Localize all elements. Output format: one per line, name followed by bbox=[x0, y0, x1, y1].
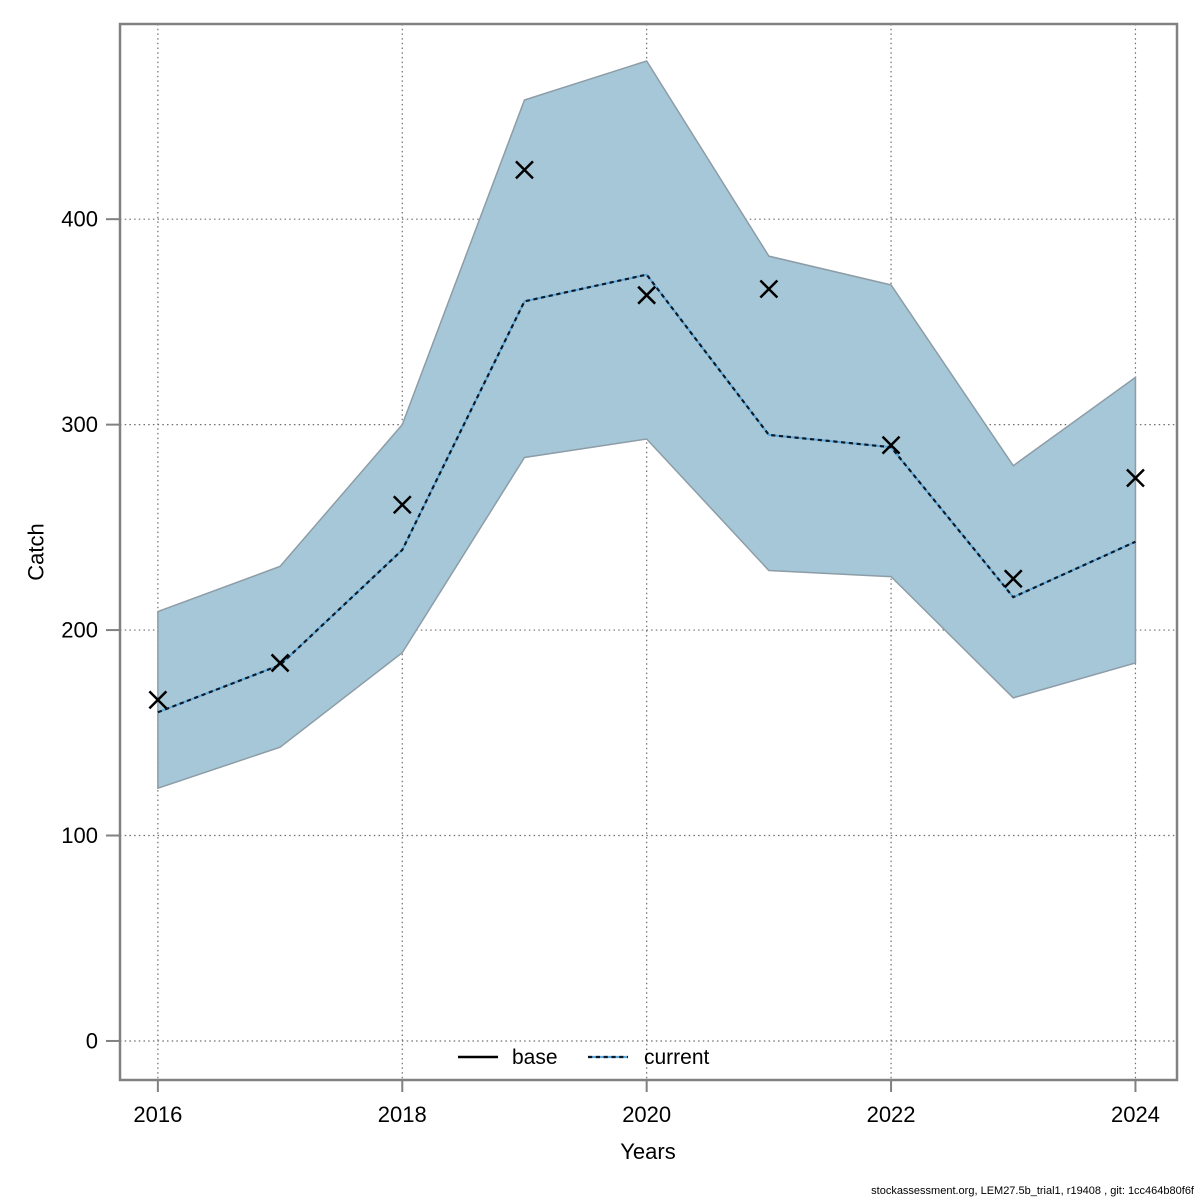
y-axis-title: Catch bbox=[23, 523, 49, 581]
legend-label-base: base bbox=[512, 1046, 558, 1069]
base-x-marker bbox=[392, 495, 412, 515]
y-tick-label: 200 bbox=[61, 618, 98, 643]
base-x-marker bbox=[1126, 468, 1145, 488]
base-x-marker bbox=[759, 279, 779, 299]
y-tick-label: 100 bbox=[61, 823, 98, 848]
y-tick-label: 300 bbox=[61, 412, 98, 437]
base-x-marker bbox=[1003, 569, 1023, 589]
x-tick-label: 2018 bbox=[378, 1102, 427, 1127]
base-x-marker bbox=[881, 435, 901, 455]
x-tick-label: 2022 bbox=[867, 1102, 916, 1127]
x-axis-title: Years bbox=[620, 1139, 676, 1164]
base-x-marker bbox=[637, 285, 657, 305]
x-tick-label: 2016 bbox=[133, 1102, 182, 1127]
footer-watermark: stockassessment.org, LEM27.5b_trial1, r1… bbox=[871, 1185, 1194, 1197]
confidence-band bbox=[157, 60, 1137, 790]
legend-label-current: current bbox=[644, 1046, 710, 1069]
y-tick-label: 0 bbox=[86, 1028, 98, 1053]
plot-border bbox=[118, 22, 1179, 1082]
x-tick-label: 2024 bbox=[1111, 1102, 1160, 1127]
x-tick-label: 2020 bbox=[622, 1102, 671, 1127]
base-x-marker bbox=[148, 690, 168, 710]
base-x-marker bbox=[270, 653, 290, 673]
base-x-marker bbox=[515, 160, 534, 180]
current-line-underlay bbox=[157, 273, 1136, 714]
y-tick-label: 400 bbox=[61, 207, 98, 232]
